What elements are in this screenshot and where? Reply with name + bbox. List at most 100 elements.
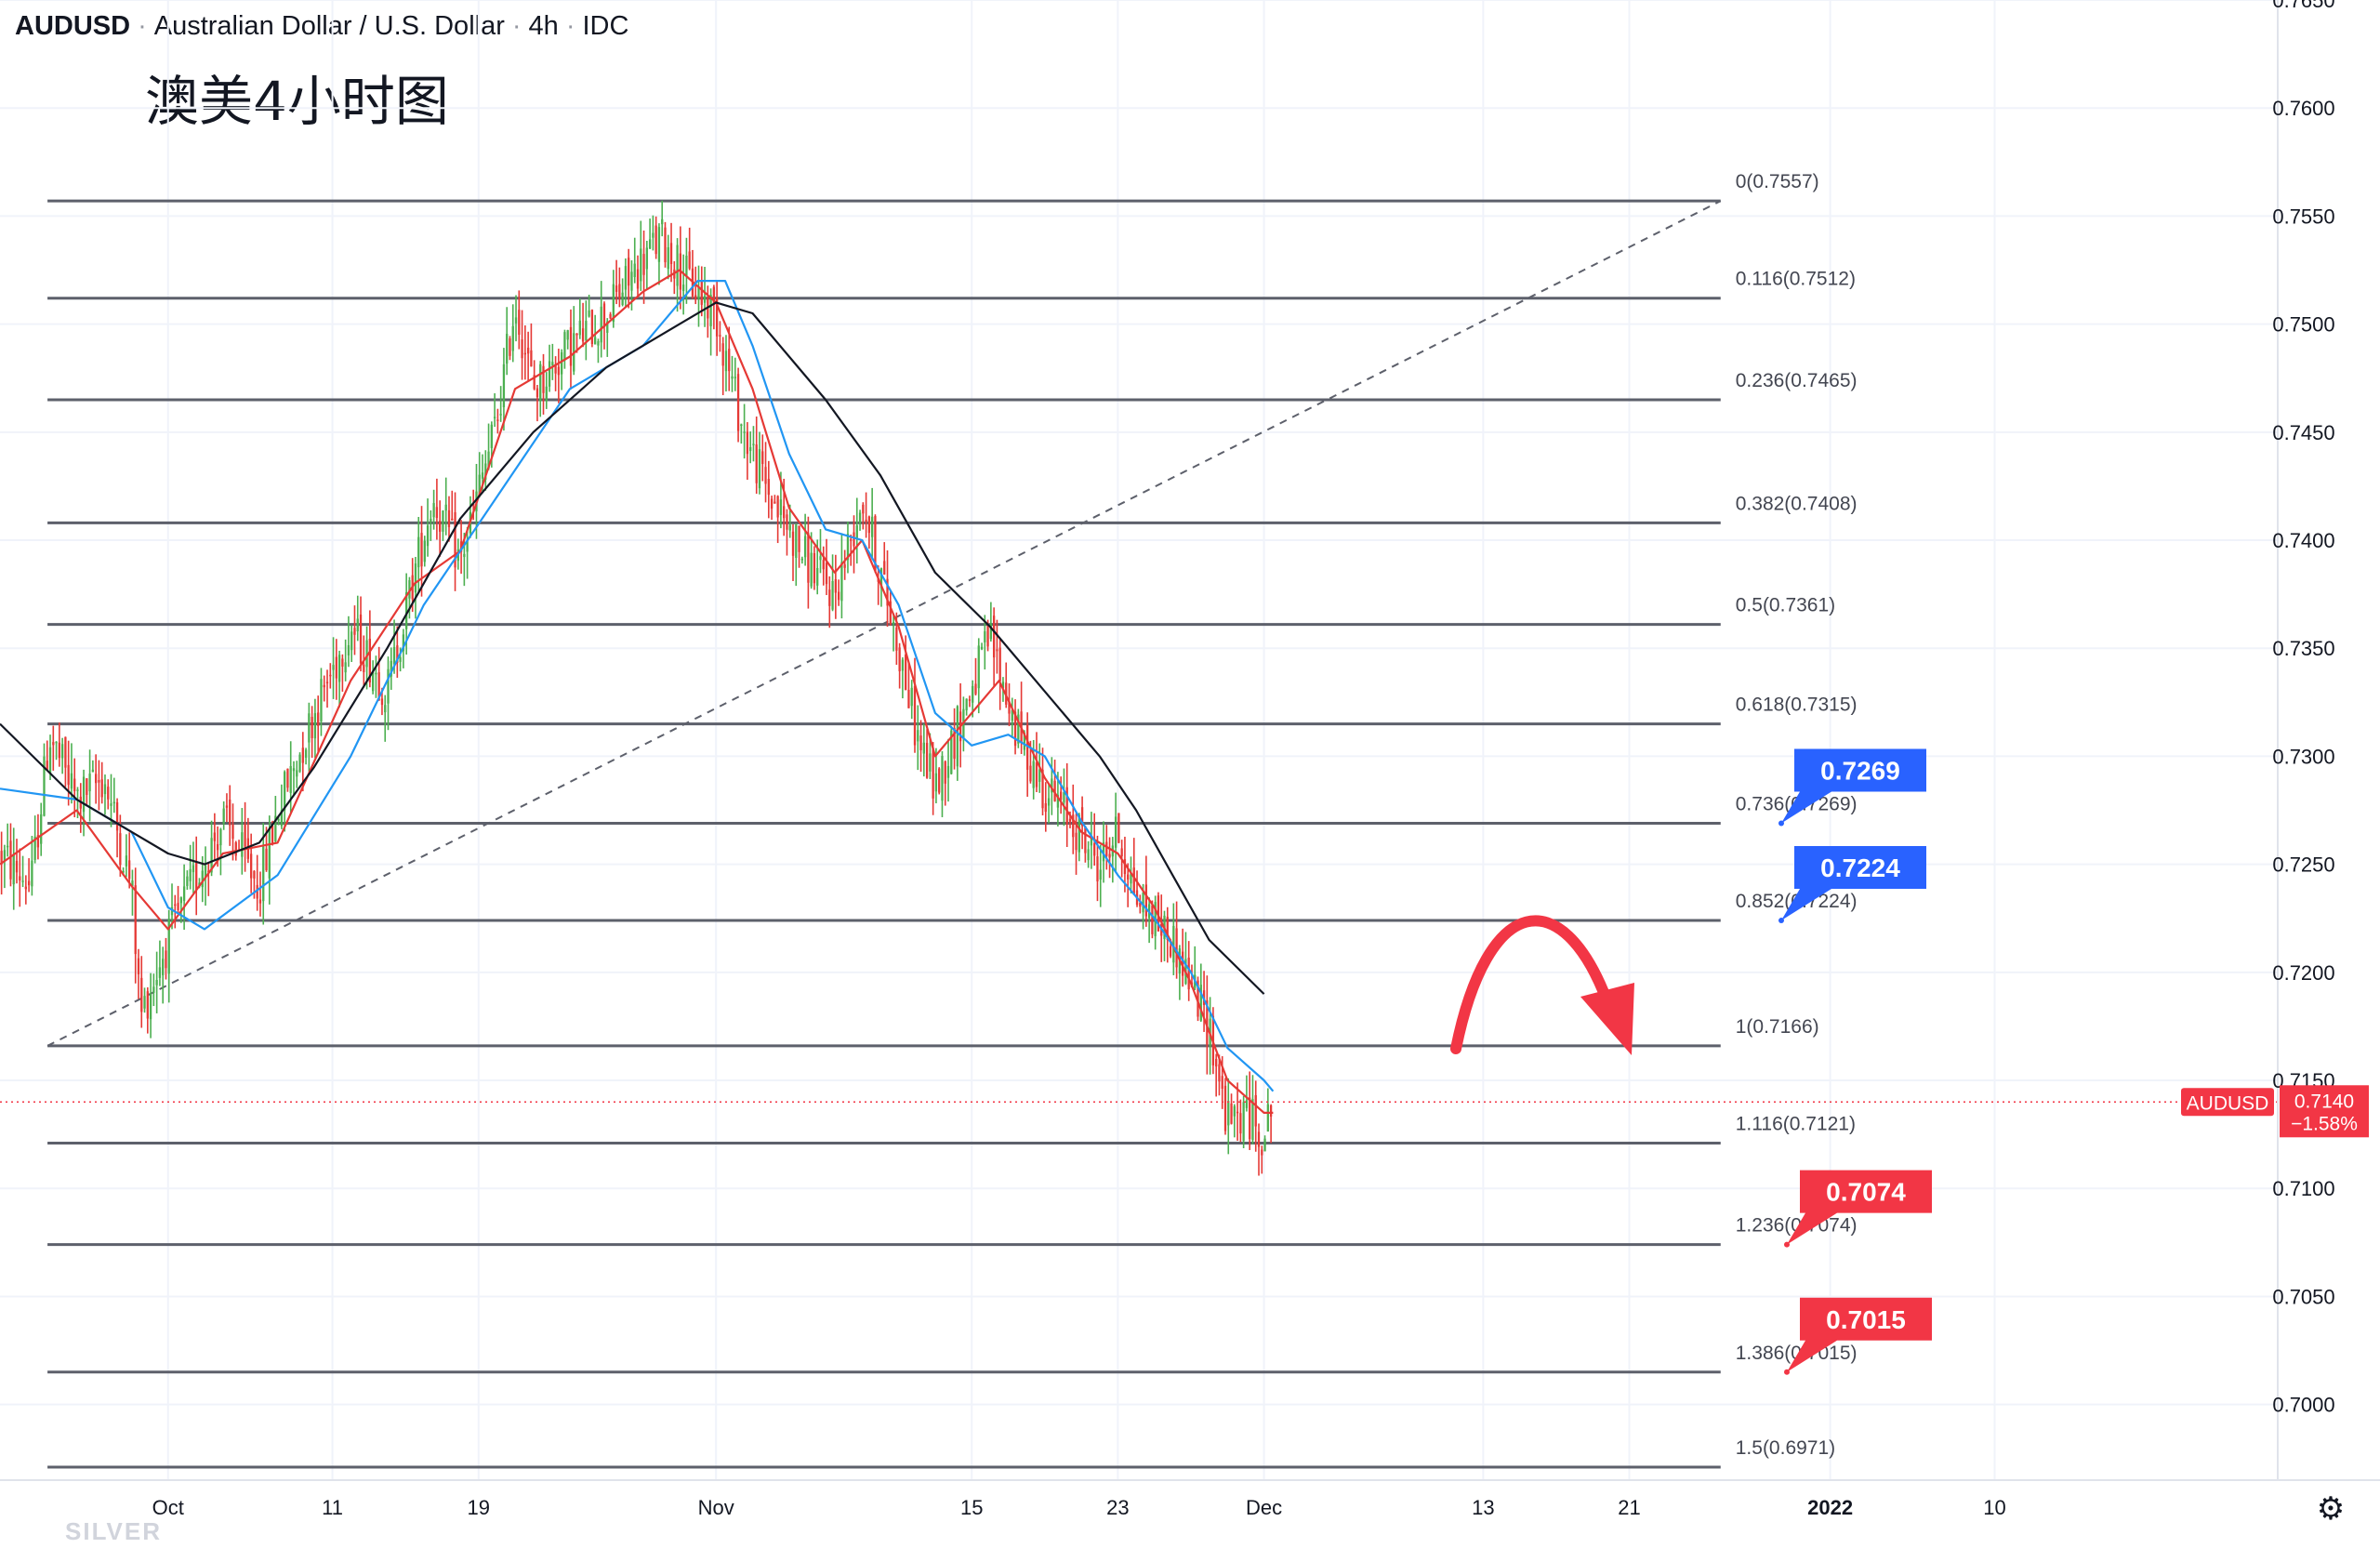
candle xyxy=(1005,662,1008,708)
candle-body xyxy=(304,749,308,758)
candle-body xyxy=(115,802,119,831)
candle xyxy=(941,751,944,817)
candle xyxy=(426,498,430,557)
candle-body xyxy=(258,899,262,904)
candle-body xyxy=(1218,1064,1221,1082)
candle-body xyxy=(736,374,740,431)
candle xyxy=(1132,838,1135,895)
candle-body xyxy=(490,424,493,449)
candle-body xyxy=(740,424,743,426)
time-axis-tick-label: 19 xyxy=(468,1496,490,1519)
candle xyxy=(518,290,521,350)
candle-body xyxy=(561,351,563,375)
candle-body xyxy=(143,996,146,1009)
candle xyxy=(810,532,813,589)
fib-level-label: 0.116(0.7512) xyxy=(1736,269,1856,290)
candle xyxy=(523,325,527,380)
candle-body xyxy=(162,959,165,975)
candle-body xyxy=(636,269,640,289)
candle xyxy=(996,619,998,674)
candle-body xyxy=(0,851,3,865)
candle xyxy=(654,216,657,259)
candle xyxy=(1263,1135,1266,1152)
candle-body xyxy=(654,225,657,255)
candle-body xyxy=(932,748,934,799)
candle-body xyxy=(657,227,661,262)
candle xyxy=(384,695,387,742)
candle xyxy=(1008,683,1011,727)
candle-body xyxy=(1254,1094,1257,1127)
moving-average-line xyxy=(0,301,1265,995)
candle xyxy=(536,384,539,422)
candle-body xyxy=(363,664,365,672)
price-axis-tick-label: 0.7000 xyxy=(2272,1394,2334,1417)
candle-body xyxy=(865,519,867,523)
candle-body xyxy=(803,536,807,558)
candle-body xyxy=(1223,1085,1227,1131)
candle-body xyxy=(578,320,581,336)
candle-body xyxy=(752,443,755,445)
candle-body xyxy=(956,706,959,767)
candle-body xyxy=(1051,778,1053,793)
candle xyxy=(430,509,432,541)
candle xyxy=(1087,840,1090,868)
candle-body xyxy=(883,561,886,575)
time-axis-tick-label: 15 xyxy=(960,1496,983,1519)
separator-dot: · xyxy=(511,11,522,41)
candle xyxy=(329,663,332,689)
candle-body xyxy=(502,364,506,408)
candle-body xyxy=(24,886,27,890)
price-axis-tick-label: 0.7500 xyxy=(2272,313,2334,337)
candle xyxy=(447,496,451,542)
candle xyxy=(743,404,746,459)
candle-body xyxy=(972,685,974,703)
candle-body xyxy=(1257,1131,1261,1147)
candle-body xyxy=(1230,1103,1233,1124)
candle-body xyxy=(229,800,231,826)
candle xyxy=(615,259,618,305)
candle-body xyxy=(325,681,329,683)
candle-body xyxy=(761,451,764,465)
symbol-header[interactable]: AUDUSD · Australian Dollar / U.S. Dollar · 4… xyxy=(15,11,628,42)
candle xyxy=(855,497,858,564)
candle-body xyxy=(380,698,384,706)
candle xyxy=(554,356,557,391)
fib-level-label: 0(0.7557) xyxy=(1736,171,1819,192)
candle-body xyxy=(853,532,855,547)
candle xyxy=(15,839,19,884)
time-axis-tick-label: Dec xyxy=(1246,1496,1282,1519)
candle-body xyxy=(934,773,938,792)
candle xyxy=(886,549,889,628)
candle-body xyxy=(484,463,487,480)
price-axis-tick-label: 0.7350 xyxy=(2272,637,2334,660)
callout-box xyxy=(1781,846,1926,921)
candle-body xyxy=(828,589,831,606)
symbol-tag-label: AUDUSD xyxy=(2187,1092,2269,1114)
candle xyxy=(946,738,950,802)
candle-body xyxy=(155,979,158,986)
candle-body xyxy=(289,765,292,793)
candle-body xyxy=(165,950,167,969)
candle-body xyxy=(179,897,182,904)
candle-body xyxy=(602,303,606,327)
time-axis-tick-label: 2022 xyxy=(1807,1496,1853,1519)
candle xyxy=(590,309,594,348)
candle-body xyxy=(60,744,64,759)
gear-icon[interactable]: ⚙ xyxy=(2316,1491,2346,1527)
candle xyxy=(1130,856,1132,893)
candle-body xyxy=(521,339,523,359)
candle-body xyxy=(1249,1097,1251,1140)
candle xyxy=(91,760,95,773)
candle-body xyxy=(716,297,719,337)
candle-body xyxy=(895,628,898,651)
candle xyxy=(746,422,749,481)
candle xyxy=(944,760,946,806)
candle-body xyxy=(195,861,198,891)
candle-body xyxy=(980,646,984,650)
candle xyxy=(703,266,707,327)
candle xyxy=(414,556,417,619)
candle xyxy=(165,937,167,980)
candle-body xyxy=(536,388,539,398)
candle xyxy=(377,646,380,701)
